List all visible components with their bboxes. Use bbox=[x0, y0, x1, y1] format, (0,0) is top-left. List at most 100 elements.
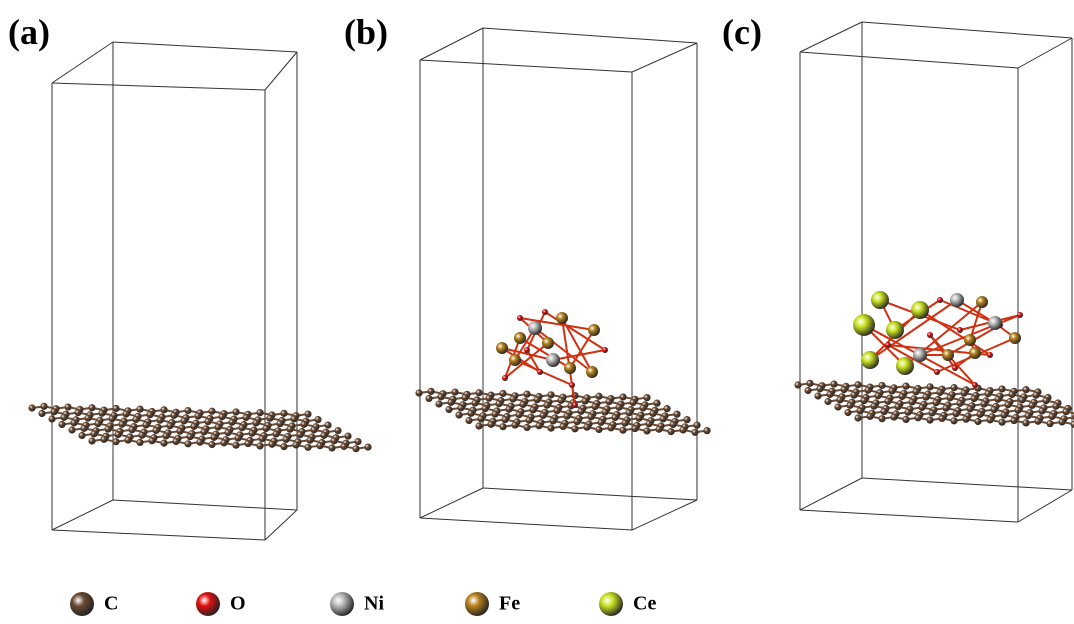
carbon-atom bbox=[1062, 408, 1069, 415]
carbon-atom bbox=[928, 409, 935, 416]
carbon-atom bbox=[635, 415, 642, 422]
carbon-atom bbox=[1032, 392, 1039, 399]
atom bbox=[502, 375, 508, 381]
carbon-atom bbox=[595, 393, 602, 400]
carbon-atom bbox=[280, 410, 287, 417]
carbon-atom bbox=[160, 406, 167, 413]
carbon-atom bbox=[64, 403, 71, 410]
carbon-atom bbox=[864, 387, 871, 394]
carbon-atom bbox=[481, 405, 488, 412]
carbon-atom bbox=[328, 444, 335, 451]
atom bbox=[861, 351, 879, 369]
cell-edge bbox=[52, 83, 265, 90]
carbon-atom bbox=[186, 433, 193, 440]
atom bbox=[542, 309, 548, 315]
carbon-atom bbox=[204, 418, 211, 425]
carbon-atom bbox=[976, 411, 983, 418]
carbon-atom bbox=[114, 431, 121, 438]
cell-edge bbox=[800, 52, 1018, 68]
carbon-atom bbox=[956, 400, 963, 407]
carbon-atom bbox=[605, 398, 612, 405]
atom bbox=[942, 349, 954, 361]
carbon-atom bbox=[571, 425, 578, 432]
carbon-atom bbox=[615, 404, 622, 411]
carbon-atom bbox=[465, 417, 472, 424]
carbon-atom bbox=[148, 437, 155, 444]
carbon-atom bbox=[581, 397, 588, 404]
carbon-atom bbox=[509, 395, 516, 402]
carbon-atom bbox=[172, 438, 179, 445]
carbon-atom bbox=[960, 389, 967, 396]
carbon-atom bbox=[224, 429, 231, 436]
carbon-atom bbox=[100, 436, 107, 443]
carbon-atom bbox=[994, 396, 1001, 403]
carbon-atom bbox=[549, 417, 556, 424]
carbon-atom bbox=[894, 403, 901, 410]
atom bbox=[896, 357, 914, 375]
carbon-atom bbox=[679, 426, 686, 433]
carbon-atom bbox=[461, 394, 468, 401]
carbon-atom bbox=[611, 414, 618, 421]
carbon-atom bbox=[980, 400, 987, 407]
carbon-atom bbox=[990, 406, 997, 413]
carbon-atom bbox=[631, 425, 638, 432]
carbon-atom bbox=[48, 415, 55, 422]
carbon-atom bbox=[908, 398, 915, 405]
carbon-atom bbox=[68, 426, 75, 433]
carbon-atom bbox=[425, 395, 432, 402]
carbon-atom bbox=[28, 404, 35, 411]
carbon-atom bbox=[220, 439, 227, 446]
carbon-atom bbox=[966, 405, 973, 412]
carbon-atom bbox=[234, 434, 241, 441]
carbon-atom bbox=[138, 432, 145, 439]
carbon-atom bbox=[553, 407, 560, 414]
legend-swatch bbox=[330, 592, 354, 616]
carbon-atom bbox=[457, 404, 464, 411]
carbon-atom bbox=[523, 391, 530, 398]
legend-label: Ce bbox=[633, 593, 656, 615]
carbon-atom bbox=[912, 388, 919, 395]
carbon-atom bbox=[38, 410, 45, 417]
carbon-atom bbox=[70, 419, 77, 426]
carbon-atom bbox=[252, 419, 259, 426]
carbon-atom bbox=[629, 399, 636, 406]
carbon-atom bbox=[232, 442, 239, 449]
atom bbox=[853, 314, 875, 336]
atom bbox=[528, 321, 542, 335]
carbon-atom bbox=[290, 415, 297, 422]
atom bbox=[988, 316, 1002, 330]
carbon-atom bbox=[1004, 401, 1011, 408]
carbon-atom bbox=[499, 390, 506, 397]
carbon-atom bbox=[984, 390, 991, 397]
carbon-atom bbox=[539, 412, 546, 419]
atom bbox=[911, 301, 929, 319]
carbon-atom bbox=[1048, 413, 1055, 420]
carbon-atom bbox=[591, 403, 598, 410]
carbon-atom bbox=[691, 429, 698, 436]
legend-label: Fe bbox=[499, 593, 520, 615]
cells bbox=[52, 22, 1072, 540]
carbon-atom bbox=[529, 406, 536, 413]
carbon-atom bbox=[280, 443, 287, 450]
carbon-atom bbox=[601, 408, 608, 415]
carbon-atom bbox=[296, 431, 303, 438]
cell-edge bbox=[862, 478, 1072, 490]
carbon-atom bbox=[962, 416, 969, 423]
carbon-atom bbox=[152, 427, 159, 434]
carbon-atom bbox=[142, 421, 149, 428]
carbon-atom bbox=[218, 413, 225, 420]
carbon-atom bbox=[926, 383, 933, 390]
carbon-atom bbox=[495, 400, 502, 407]
legend-swatch bbox=[196, 592, 220, 616]
carbon-atom bbox=[1042, 397, 1049, 404]
carbon-atom bbox=[166, 422, 173, 429]
atom bbox=[588, 324, 600, 336]
atom bbox=[546, 353, 560, 367]
carbon-atom bbox=[118, 421, 125, 428]
carbon-atom bbox=[292, 441, 299, 448]
legend-swatch bbox=[465, 592, 489, 616]
carbon-atom bbox=[122, 410, 129, 417]
carbon-atom bbox=[667, 428, 674, 435]
carbon-atom bbox=[88, 437, 95, 444]
carbon-atom bbox=[146, 411, 153, 418]
